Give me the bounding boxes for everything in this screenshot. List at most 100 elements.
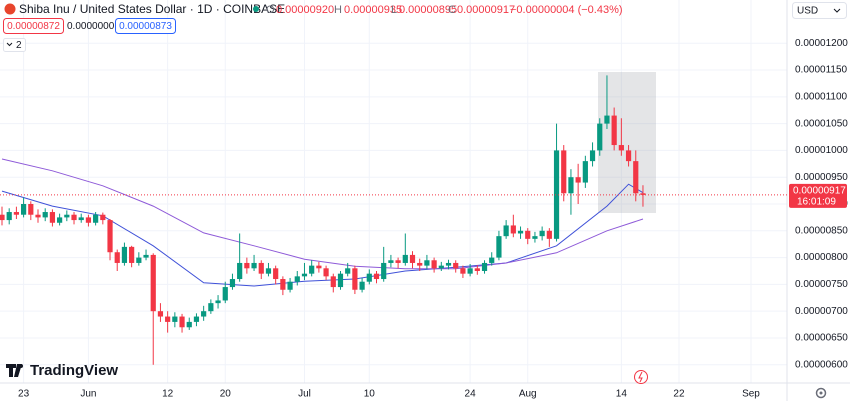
candle-body — [352, 268, 358, 290]
buy-button[interactable] — [115, 18, 176, 34]
candle-body — [265, 268, 272, 274]
candle-body — [395, 260, 401, 263]
candle-body — [481, 262, 488, 271]
rectangle-drawing[interactable] — [598, 72, 656, 213]
currency-select[interactable] — [792, 2, 847, 19]
indicators-toggle[interactable] — [3, 38, 26, 52]
sell-button[interactable] — [3, 18, 64, 34]
candle-body — [165, 316, 171, 322]
candle-body — [561, 150, 567, 194]
y-tick-label: 0.00000600 — [795, 359, 848, 370]
candle-body — [93, 214, 99, 223]
y-tick-label: 0.00000850 — [795, 225, 848, 236]
candle-body — [582, 161, 588, 183]
candle-body — [49, 212, 56, 223]
candle-body — [28, 204, 34, 215]
dropdown-icon — [833, 8, 841, 13]
candle-body — [136, 257, 142, 263]
candle-body — [193, 316, 200, 322]
brand-dot — [19, 364, 23, 368]
brand-icon — [6, 364, 22, 377]
candle-body — [179, 316, 185, 328]
spread: 0.00000001 — [67, 21, 120, 32]
candle-body — [85, 217, 92, 223]
close-label: C — [448, 4, 456, 16]
x-tick-label: 20 — [220, 389, 232, 400]
candle-body — [237, 262, 243, 280]
candle-body — [510, 225, 516, 234]
bar-countdown: 16:01:09 — [797, 197, 836, 208]
y-tick-label: 0.00001050 — [795, 118, 848, 129]
candle-body — [309, 265, 315, 274]
candle-body — [597, 123, 603, 151]
candle-body — [409, 254, 416, 263]
candle-body — [539, 230, 545, 237]
brand-logo[interactable]: TradingView — [6, 362, 118, 379]
candle-body — [71, 214, 77, 221]
candle-body — [640, 193, 646, 195]
candle-body — [445, 262, 452, 266]
candle-body — [424, 260, 430, 266]
symbol-title[interactable]: Shiba Inu / United States Dollar · 1D · … — [19, 2, 285, 16]
y-tick-label: 0.00001100 — [795, 91, 848, 102]
events-icon[interactable] — [634, 370, 648, 384]
candle-body — [294, 276, 300, 282]
high-value: 0.00000935 — [344, 4, 402, 16]
candle-body — [114, 252, 120, 263]
candle-body — [64, 214, 70, 218]
moving-average — [1, 158, 644, 270]
candle-body — [589, 150, 596, 162]
candle-body — [143, 254, 149, 258]
candle-body — [107, 220, 113, 253]
candle-body — [244, 262, 250, 269]
candle-body — [201, 311, 207, 317]
candle-body — [625, 150, 632, 162]
high-label: H — [334, 4, 342, 16]
x-tick-label: Aug — [519, 389, 537, 400]
candle-body — [381, 262, 387, 280]
low-value: 0.00000895 — [399, 4, 457, 16]
settings-icon[interactable] — [815, 387, 827, 399]
y-tick-label: 0.00001000 — [795, 145, 848, 156]
y-tick-label: 0.00000950 — [795, 172, 848, 183]
candle-body — [525, 230, 531, 239]
candle-body — [150, 254, 156, 312]
candle-body — [21, 204, 27, 215]
candle-body — [172, 316, 178, 322]
last-price-box — [789, 183, 847, 208]
candle-body — [402, 254, 408, 263]
candle-body — [366, 273, 372, 282]
candle-body — [467, 268, 473, 274]
candle-body — [157, 311, 164, 317]
candle-body — [431, 260, 437, 269]
candle-body — [121, 246, 128, 263]
candle-body — [35, 214, 41, 218]
candle-body — [42, 212, 48, 218]
indicator-count: 2 — [16, 40, 22, 51]
x-tick-label: 12 — [162, 389, 174, 400]
candle-body — [301, 273, 308, 277]
candle-body — [222, 287, 228, 301]
candle-body — [438, 265, 444, 269]
candle-body — [6, 212, 12, 221]
symbol-logo — [4, 3, 16, 15]
change-value: −0.00000004 (−0.43%) — [510, 4, 623, 16]
close-value: 0.00000917 — [457, 4, 515, 16]
candle-body — [388, 260, 394, 263]
candle-body — [618, 145, 624, 151]
candle-body — [258, 262, 264, 274]
y-tick-label: 0.00000800 — [795, 252, 848, 263]
candle-body — [273, 268, 279, 280]
x-tick-label: 23 — [18, 389, 30, 400]
open-value: 0.00000920 — [276, 4, 334, 16]
candle-body — [496, 236, 502, 258]
y-tick-label: 0.00000700 — [795, 306, 848, 317]
candle-body — [359, 281, 365, 290]
axes: 0.00000600 0.00000650 0.00000700 0.00000750… — [18, 38, 848, 400]
candle-body — [604, 115, 610, 124]
candle-body — [208, 303, 214, 312]
candle-body — [489, 257, 495, 263]
x-tick-label: 10 — [364, 389, 376, 400]
candle-body — [633, 161, 639, 194]
